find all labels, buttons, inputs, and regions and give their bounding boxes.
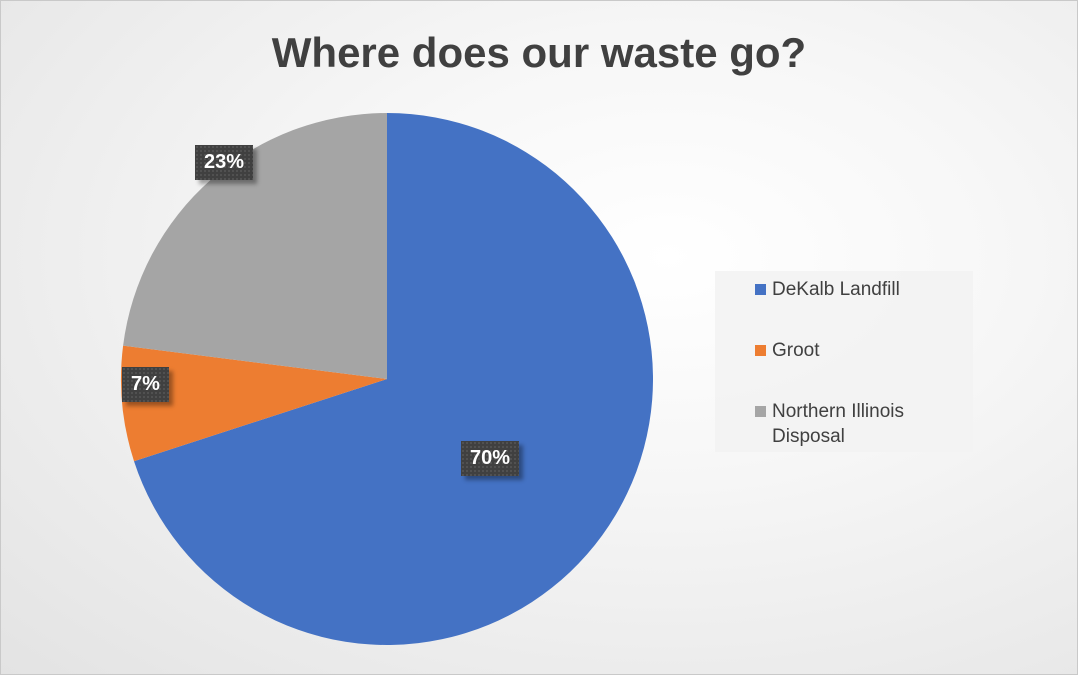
legend-item-groot: Groot — [715, 338, 820, 363]
pie-slice-groot — [120, 345, 387, 462]
chart-title: Where does our waste go? — [271, 29, 807, 76]
legend-label: Northern Illinois Disposal — [772, 401, 904, 447]
pie-slice-dekalb-landfill — [134, 113, 653, 645]
legend-swatch — [755, 406, 766, 417]
legend-swatch — [755, 284, 766, 295]
legend-label: Groot — [772, 340, 820, 361]
legend: DeKalb Landfill Groot Northern Illinois … — [715, 271, 973, 452]
data-label-dekalb-landfill: 70% — [461, 441, 520, 476]
legend-item-northern-illinois-disposal: Northern Illinois Disposal — [715, 399, 945, 449]
legend-swatch — [755, 345, 766, 356]
legend-item-dekalb-landfill: DeKalb Landfill — [715, 277, 900, 302]
pie-slice-northern-illinois-disposal — [123, 113, 388, 379]
legend-label: DeKalb Landfill — [772, 279, 900, 300]
data-label-northern-illinois-disposal: 23% — [195, 145, 254, 180]
data-label-groot: 7% — [122, 367, 169, 402]
